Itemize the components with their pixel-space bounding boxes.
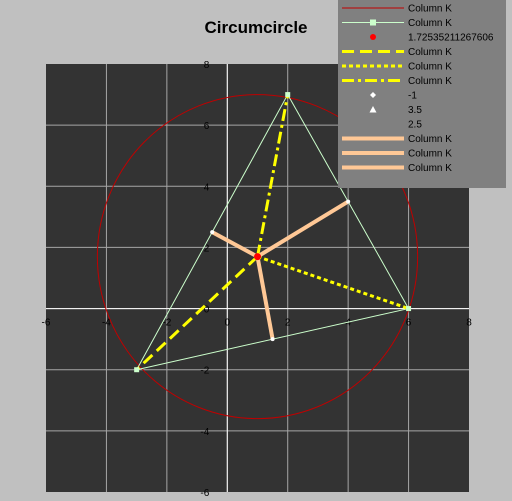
legend-label: Column K — [408, 134, 452, 145]
x-tick-label: -2 — [162, 318, 171, 329]
perpendicular-line — [211, 230, 259, 259]
legend-entry: Column K — [342, 18, 452, 29]
legend-entry: Column K — [342, 47, 452, 58]
legend-entry: Column K — [342, 76, 452, 87]
legend: Column K Column K 1.72535211267606 Column K… — [338, 0, 506, 188]
vertex-marker — [285, 92, 291, 98]
legend-label: 1.72535211267606 — [408, 33, 494, 44]
legend-swatch-diamond — [370, 92, 376, 98]
y-tick-label: 0 — [204, 305, 210, 316]
legend-label: Column K — [408, 163, 452, 174]
vertex-marker — [406, 306, 412, 312]
legend-label: -1 — [408, 91, 417, 102]
x-tick-label: 0 — [225, 318, 231, 329]
perpendicular-line — [256, 199, 350, 259]
data-marks — [96, 92, 419, 420]
legend-label: 3.5 — [408, 105, 422, 116]
legend-box — [338, 0, 506, 188]
x-tick-label: 6 — [406, 318, 412, 329]
legend-entry: Column K — [342, 62, 452, 73]
legend-entry: -1 — [370, 91, 417, 102]
center-to-vertex-line — [135, 255, 259, 371]
legend-entry: 2.5 — [408, 120, 422, 131]
y-tick-label: -2 — [200, 366, 209, 377]
center-to-vertex-line — [256, 94, 290, 257]
axes: -6 -4 -2 0 2 4 6 8 -6 -4 -2 0 2 4 6 8 — [42, 60, 473, 499]
legend-label: Column K — [408, 4, 452, 15]
legend-entry: Column K — [342, 149, 452, 160]
legend-entry: Column K — [342, 163, 452, 174]
y-tick-label: 6 — [204, 121, 210, 132]
x-tick-label: -4 — [102, 318, 111, 329]
midpoint-marker — [346, 199, 351, 204]
y-tick-label: 8 — [204, 60, 210, 71]
y-tick-label: 2 — [204, 243, 210, 254]
legend-label: Column K — [408, 18, 452, 29]
x-tick-label: 4 — [345, 318, 351, 329]
legend-label: Column K — [408, 47, 452, 58]
vertex-marker — [134, 367, 140, 373]
legend-entry: 1.72535211267606 — [370, 33, 494, 44]
legend-label: 2.5 — [408, 120, 422, 131]
x-tick-label: -6 — [42, 318, 51, 329]
circumcenter-point — [254, 253, 261, 261]
legend-swatch-triangle-marker — [369, 106, 377, 113]
legend-label: Column K — [408, 76, 452, 87]
circumcircle — [96, 94, 419, 420]
legend-entry: Column K — [342, 134, 452, 145]
chart-title: Circumcircle — [205, 18, 308, 37]
center-to-vertex-line — [257, 255, 410, 310]
x-tick-label: 8 — [466, 318, 472, 329]
perpendicular-line — [255, 256, 275, 340]
legend-swatch-marker — [370, 19, 376, 26]
y-tick-label: -4 — [200, 427, 209, 438]
legend-entry: 3.5 — [369, 105, 422, 116]
legend-swatch-center — [370, 34, 376, 40]
x-tick-label: 2 — [285, 318, 291, 329]
y-tick-label: -6 — [200, 488, 209, 499]
midpoint-marker — [210, 230, 215, 235]
midpoint-marker — [270, 337, 275, 342]
legend-label: Column K — [408, 149, 452, 160]
y-tick-label: 4 — [204, 182, 210, 193]
legend-entry: Column K — [342, 4, 452, 15]
legend-label: Column K — [408, 62, 452, 73]
